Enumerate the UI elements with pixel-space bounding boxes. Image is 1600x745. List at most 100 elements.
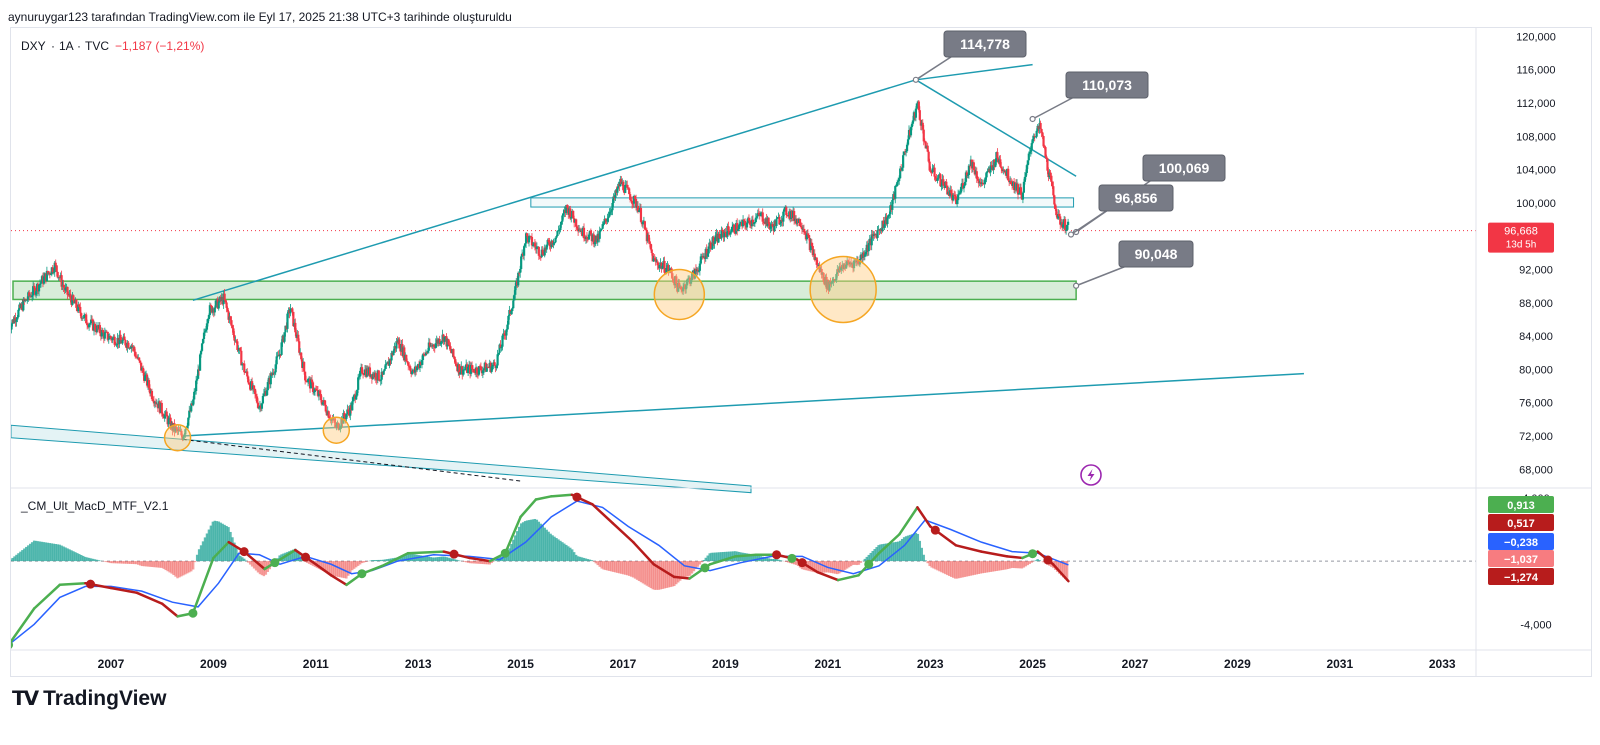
candle-body bbox=[569, 208, 572, 219]
candle-body bbox=[1017, 193, 1021, 195]
candle-body bbox=[964, 172, 968, 182]
candle-body bbox=[235, 340, 238, 342]
candle-body bbox=[190, 403, 193, 412]
macd-histogram-bar bbox=[107, 561, 110, 563]
macd-histogram-bar bbox=[66, 548, 69, 562]
candle-body bbox=[294, 322, 297, 333]
macd-histogram-bar bbox=[898, 540, 902, 562]
candle-body bbox=[678, 282, 681, 288]
macd-histogram-bar bbox=[217, 521, 220, 562]
macd-histogram-bar bbox=[840, 561, 843, 573]
symbol-interval[interactable]: 1A bbox=[59, 39, 74, 53]
macd-histogram-bar bbox=[708, 553, 711, 562]
macd-histogram-bar bbox=[87, 557, 91, 562]
macd-histogram-bar bbox=[1061, 561, 1065, 578]
candle-body bbox=[967, 165, 971, 175]
candle-body bbox=[738, 224, 741, 230]
candle-body bbox=[77, 304, 80, 312]
candle-body bbox=[271, 372, 274, 375]
macd-histogram-bar bbox=[614, 561, 617, 573]
macd-histogram-bar bbox=[294, 548, 297, 562]
tradingview-logo[interactable]: 𝗧𝗩 TradingView bbox=[12, 686, 166, 711]
circle-2021-low bbox=[809, 255, 877, 324]
candle-body bbox=[950, 190, 953, 194]
candle-body bbox=[840, 267, 843, 271]
candle-body bbox=[527, 236, 531, 243]
candle-body bbox=[1064, 219, 1067, 231]
macd-histogram-bar bbox=[881, 544, 884, 562]
candle-body bbox=[66, 286, 69, 295]
macd-histogram-bar bbox=[979, 561, 982, 574]
candle-body bbox=[1031, 139, 1034, 144]
macd-histogram-bar bbox=[182, 561, 185, 576]
candle-body bbox=[225, 302, 228, 308]
candle-body bbox=[262, 393, 265, 396]
candle-body bbox=[121, 339, 124, 344]
macd-histogram-bar bbox=[626, 561, 629, 576]
macd-histogram-bar bbox=[981, 561, 984, 574]
candle-body bbox=[1029, 149, 1032, 152]
flash-icon[interactable] bbox=[1080, 464, 1102, 486]
candle-body bbox=[434, 343, 437, 348]
macd-line-segment bbox=[135, 591, 164, 606]
candle-body bbox=[592, 234, 595, 245]
macd-histogram-bar bbox=[541, 525, 544, 562]
candle-body bbox=[815, 257, 818, 265]
macd-line-segment bbox=[836, 574, 860, 582]
candle-body bbox=[300, 352, 303, 360]
macd-histogram-bar bbox=[578, 556, 582, 562]
candle-body bbox=[142, 367, 145, 373]
macd-histogram-bar bbox=[353, 561, 356, 569]
macd-cross-dot bbox=[188, 608, 198, 618]
macd-histogram-bar bbox=[83, 556, 87, 562]
macd-histogram-bar bbox=[464, 561, 468, 563]
macd-histogram-bar bbox=[252, 561, 256, 569]
macd-value-tag bbox=[1488, 514, 1554, 531]
macd-histogram-bar bbox=[828, 561, 831, 573]
candle-body bbox=[578, 229, 582, 232]
macd-line-segment bbox=[406, 550, 446, 555]
macd-histogram-bar bbox=[722, 551, 725, 562]
candle-body bbox=[940, 185, 943, 187]
candle-body bbox=[106, 331, 109, 340]
macd-histogram-bar bbox=[376, 559, 380, 562]
candle-body bbox=[284, 325, 287, 333]
macd-histogram-bar bbox=[192, 561, 195, 570]
macd-histogram-bar bbox=[233, 542, 236, 562]
macd-histogram-bar bbox=[777, 559, 780, 562]
candle-body bbox=[952, 194, 955, 201]
macd-histogram-bar bbox=[433, 557, 436, 562]
legend: DXY · 1A · TVC −1,187 (−1,21%) _CM_Ult_M… bbox=[20, 39, 204, 513]
long-support-line bbox=[182, 372, 1305, 437]
macd-histogram-bar bbox=[17, 553, 20, 562]
candle-body bbox=[447, 339, 450, 345]
candle-body bbox=[931, 168, 934, 173]
time-tick-label: 2011 bbox=[303, 657, 329, 671]
macd-histogram-bar bbox=[349, 561, 352, 573]
symbol-name[interactable]: DXY bbox=[21, 39, 46, 53]
candle-body bbox=[530, 236, 534, 246]
macd-histogram-bar bbox=[985, 561, 988, 573]
macd-histogram-bar bbox=[612, 561, 615, 572]
macd-histogram-bar bbox=[822, 561, 825, 573]
candle-body bbox=[161, 413, 164, 417]
macd-value-label: −1,037 bbox=[1504, 554, 1538, 566]
candle-body bbox=[163, 414, 166, 419]
candle-body bbox=[820, 268, 823, 275]
candle-body bbox=[724, 231, 727, 234]
macd-histogram-bar bbox=[959, 561, 963, 578]
candle-body bbox=[425, 352, 428, 354]
candle-body bbox=[957, 193, 961, 195]
candle-body bbox=[782, 211, 785, 222]
macd-histogram-bar bbox=[665, 561, 668, 589]
candle-body bbox=[150, 390, 154, 400]
candle-body bbox=[467, 367, 470, 373]
macd-histogram-bar bbox=[463, 561, 466, 562]
candle-body bbox=[470, 365, 474, 370]
macd-histogram-bar bbox=[356, 561, 360, 566]
macd-cross-dot bbox=[864, 559, 874, 569]
candle-body bbox=[755, 216, 758, 218]
indicator-name[interactable]: _CM_Ult_MacD_MTF_V2.1 bbox=[20, 499, 169, 513]
